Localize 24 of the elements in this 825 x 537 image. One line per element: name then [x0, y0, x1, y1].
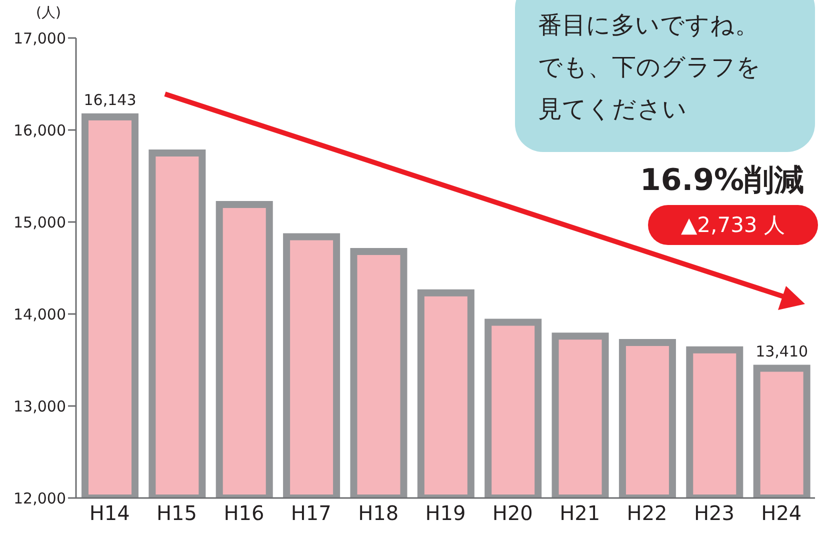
- annotation: 番目に多いですね。: [538, 10, 760, 41]
- data-label: 13,410: [756, 342, 808, 360]
- y-tick-label: 17,000: [14, 29, 66, 48]
- data-label: 16,143: [84, 90, 136, 109]
- y-tick-label: 13,000: [14, 397, 66, 416]
- annotation: 見てください: [538, 94, 688, 125]
- y-tick-label: 16,000: [14, 121, 66, 140]
- x-tick-label: H20: [492, 501, 533, 526]
- y-tick-label: 12,000: [14, 489, 66, 508]
- annotation: でも、下のグラフを: [538, 52, 761, 83]
- x-tick-label: H17: [290, 501, 332, 526]
- x-tick-label: H21: [560, 501, 600, 526]
- x-tick-label: H24: [761, 501, 802, 526]
- x-tick-label: H22: [626, 501, 668, 526]
- x-tick-label: H19: [425, 501, 466, 526]
- x-tick-label: H15: [156, 501, 198, 526]
- x-tick-label: H18: [358, 501, 399, 526]
- y-axis-title: (人): [36, 4, 61, 22]
- y-tick-label: 14,000: [14, 305, 66, 324]
- x-tick-label: H14: [89, 501, 130, 526]
- y-tick-label: 15,000: [14, 213, 66, 232]
- annotation: 16.9%削減: [640, 162, 804, 200]
- x-tick-label: H16: [224, 501, 264, 526]
- x-tick-label: H23: [694, 501, 734, 526]
